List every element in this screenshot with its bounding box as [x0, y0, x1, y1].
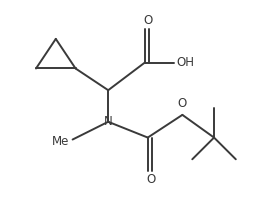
Text: O: O [146, 173, 155, 186]
Text: O: O [178, 97, 187, 110]
Text: Me: Me [52, 135, 70, 148]
Text: N: N [104, 115, 113, 128]
Text: O: O [143, 14, 152, 27]
Text: OH: OH [177, 56, 195, 69]
